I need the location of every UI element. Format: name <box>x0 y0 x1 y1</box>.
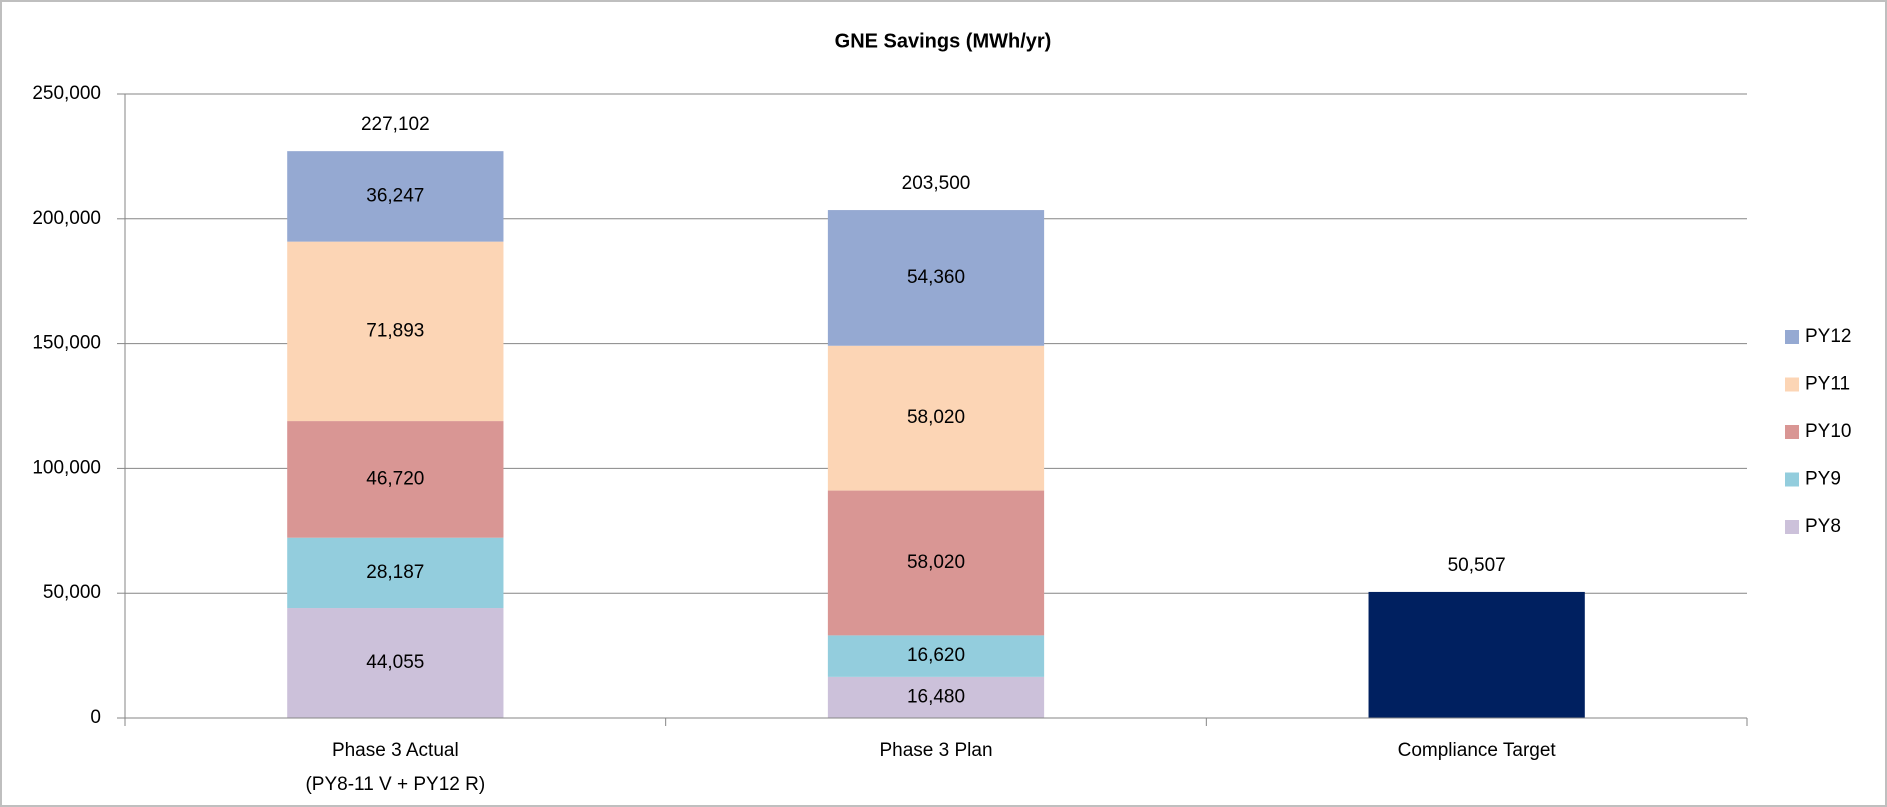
chart-title: GNE Savings (MWh/yr) <box>835 30 1052 52</box>
data-label: 46,720 <box>366 468 424 489</box>
x-tick-label: Phase 3 Actual (PY8-11 V + PY12 R) <box>305 740 485 795</box>
y-tick-label: 250,000 <box>32 83 101 104</box>
total-label: 227,102 <box>361 114 430 135</box>
data-label: 16,620 <box>907 645 965 666</box>
data-label: 58,020 <box>907 407 965 428</box>
bar-segment <box>287 151 504 242</box>
data-label: 50,507 <box>1448 555 1506 576</box>
legend-label: PY11 <box>1805 374 1850 395</box>
bar-segment <box>287 608 504 718</box>
x-tick-label: Compliance Target <box>1398 740 1557 761</box>
total-label: 203,500 <box>902 173 971 194</box>
bar-segment <box>827 490 1045 636</box>
legend-label: PY8 <box>1805 516 1841 537</box>
x-tick-label: Phase 3 Plan <box>879 740 992 761</box>
bar-segment <box>287 241 504 422</box>
legend-label: PY9 <box>1805 469 1841 490</box>
legend-swatch <box>1785 520 1799 534</box>
data-label: 58,020 <box>907 552 965 573</box>
legend-label: PY10 <box>1805 421 1851 442</box>
y-tick-label: 150,000 <box>32 333 101 354</box>
bar-segment <box>287 537 504 609</box>
y-tick-label: 100,000 <box>32 457 101 478</box>
data-label: 71,893 <box>366 320 424 341</box>
data-label: 54,360 <box>907 267 965 288</box>
bar-segment <box>287 421 504 538</box>
y-tick-label: 50,000 <box>43 582 101 603</box>
legend-swatch <box>1785 330 1799 344</box>
legend-swatch <box>1785 472 1799 487</box>
legend-swatch <box>1785 377 1799 392</box>
bar-segment <box>827 635 1045 677</box>
y-tick-label: 200,000 <box>32 208 101 229</box>
data-label: 44,055 <box>366 652 424 673</box>
target-bar <box>1368 591 1585 718</box>
bar-segment <box>827 676 1045 718</box>
bar-segment <box>827 210 1045 346</box>
data-label: 28,187 <box>366 562 424 583</box>
data-label: 36,247 <box>366 185 424 206</box>
y-tick-label: 0 <box>90 707 101 728</box>
bar-segment <box>827 345 1045 491</box>
data-label: 16,480 <box>907 686 965 707</box>
legend-label: PY12 <box>1805 326 1851 347</box>
legend-swatch <box>1785 425 1799 439</box>
